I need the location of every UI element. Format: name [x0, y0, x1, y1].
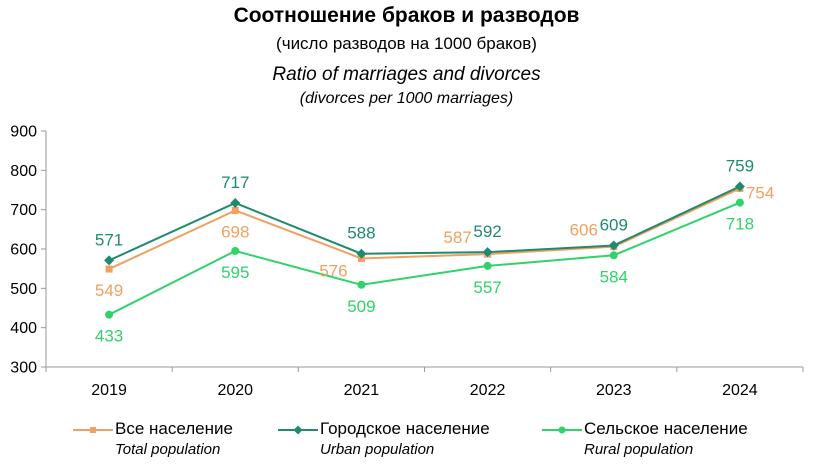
data-label-rural: 433	[95, 327, 123, 346]
legend-label-urban-en: Urban population	[320, 441, 435, 458]
data-point-total	[231, 206, 239, 214]
data-point-urban	[104, 255, 115, 266]
legend-circle-icon	[558, 426, 566, 434]
y-tick-label: 700	[10, 202, 37, 219]
data-point-rural	[483, 261, 492, 270]
y-tick-label: 800	[10, 163, 37, 180]
data-point-rural	[105, 310, 114, 319]
data-label-rural: 584	[600, 267, 628, 286]
legend-label-urban: Городское население	[320, 419, 490, 438]
legend-label-rural: Сельское население	[584, 419, 748, 438]
data-label-total: 606	[570, 221, 598, 240]
legend-marker-rural	[542, 426, 582, 434]
series-line-total	[108, 187, 741, 270]
legend-marker-total	[73, 427, 113, 433]
chart-legend: Все население Total population Городское…	[0, 418, 813, 465]
x-tick-label: 2019	[91, 382, 127, 399]
data-label-urban: 717	[221, 173, 249, 192]
x-tick-label: 2020	[217, 382, 253, 399]
data-point-rural	[231, 246, 240, 255]
y-tick-label: 900	[10, 124, 37, 141]
series-line-urban	[108, 185, 741, 262]
legend-diamond-icon	[293, 425, 303, 435]
chart-title-en: Ratio of marriages and divorces	[272, 64, 541, 85]
data-point-rural	[735, 198, 744, 207]
data-label-urban: 609	[600, 215, 628, 234]
data-label-urban: 571	[95, 230, 123, 249]
data-point-urban	[482, 247, 493, 258]
data-point-urban	[734, 181, 745, 192]
x-tick-label: 2023	[596, 382, 632, 399]
data-label-rural: 595	[221, 263, 249, 282]
chart-subtitle-ru: (число разводов на 1000 браков)	[276, 34, 537, 53]
data-point-rural	[609, 251, 618, 260]
legend-label-rural-en: Rural population	[584, 441, 694, 458]
data-label-total: 698	[221, 222, 249, 241]
data-label-rural: 718	[726, 215, 754, 234]
data-label-total: 587	[443, 228, 471, 247]
data-point-total	[105, 265, 113, 273]
data-label-urban: 592	[473, 222, 501, 241]
y-tick-label: 400	[10, 320, 37, 337]
data-label-total: 549	[95, 281, 123, 300]
legend-label-total: Все население	[115, 419, 233, 438]
data-point-urban	[356, 248, 367, 259]
series-line-rural	[108, 201, 741, 316]
x-tick-label: 2022	[470, 382, 506, 399]
data-point-urban	[608, 240, 619, 251]
legend-marker-urban	[278, 425, 318, 435]
chart-title-ru: Соотношение браков и разводов	[233, 4, 580, 27]
y-tick-label: 600	[10, 242, 37, 259]
data-label-total: 576	[319, 261, 347, 280]
data-label-rural: 557	[473, 278, 501, 297]
line-chart: 300 400 500 600 700 800 900 2019 2020 2021 2022 202…	[10, 124, 804, 399]
data-label-total: 754	[746, 183, 774, 202]
x-tick-label: 2024	[722, 382, 758, 399]
legend-label-total-en: Total population	[115, 441, 221, 458]
data-label-urban: 588	[347, 224, 375, 243]
data-point-urban	[230, 197, 241, 208]
data-point-rural	[357, 280, 366, 289]
y-tick-label: 500	[10, 281, 37, 298]
y-tick-label: 300	[10, 360, 37, 377]
chart-subtitle-en: (divorces per 1000 marriages)	[299, 90, 514, 107]
data-label-rural: 509	[347, 297, 375, 316]
legend-square-icon	[90, 427, 96, 433]
data-label-urban: 759	[726, 156, 754, 175]
x-tick-label: 2021	[344, 382, 380, 399]
